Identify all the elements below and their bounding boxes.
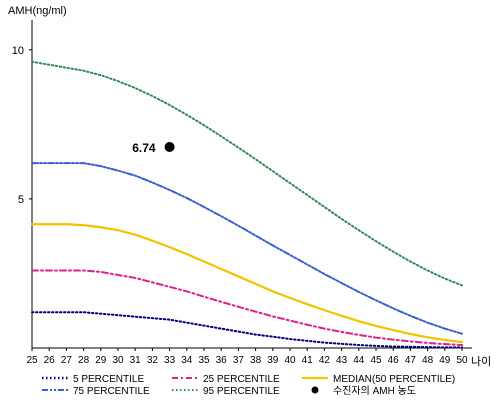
x-tick-label: 35 bbox=[198, 355, 210, 366]
x-tick-label: 31 bbox=[130, 355, 142, 366]
x-tick-label: 41 bbox=[302, 355, 314, 366]
series-line-4 bbox=[31, 60, 463, 287]
series-line-1 bbox=[31, 269, 463, 347]
x-tick-label: 38 bbox=[250, 355, 262, 366]
x-tick-label: 47 bbox=[405, 355, 417, 366]
series-line-2 bbox=[30, 223, 464, 344]
x-tick-label: 25 bbox=[26, 355, 38, 366]
x-tick-label: 32 bbox=[147, 355, 159, 366]
patient-amh-value-label: 6.74 bbox=[132, 141, 156, 155]
x-tick-label: 49 bbox=[439, 355, 451, 366]
x-tick-label: 44 bbox=[353, 355, 365, 366]
series-line-0 bbox=[31, 311, 463, 349]
x-tick-label: 48 bbox=[422, 355, 434, 366]
y-tick-label: 5 bbox=[18, 194, 24, 206]
series-lines bbox=[30, 60, 464, 349]
x-tick-label: 36 bbox=[216, 355, 228, 366]
x-axis-label: 나이 bbox=[471, 355, 491, 368]
x-tick-label: 50 bbox=[456, 355, 468, 366]
x-tick-label: 27 bbox=[61, 355, 73, 366]
x-tick-label: 37 bbox=[233, 355, 245, 366]
x-tick-label: 30 bbox=[112, 355, 124, 366]
y-tick-label: 10 bbox=[12, 45, 24, 57]
patient-amh-marker bbox=[164, 142, 175, 153]
y-axis-label: AMH(ng/ml) bbox=[8, 5, 67, 17]
x-tick-label: 42 bbox=[319, 355, 331, 366]
x-axis-ticks: 25 26 27 28 29 30 31 32 33 34 35 36 37 38 39 40 41 42 43 44… bbox=[26, 348, 468, 366]
marker-layer: 6.74 bbox=[132, 141, 175, 155]
x-tick-label: 40 bbox=[284, 355, 296, 366]
x-tick-label: 29 bbox=[95, 355, 107, 366]
x-tick-label: 33 bbox=[164, 355, 176, 366]
x-tick-label: 28 bbox=[78, 355, 90, 366]
x-tick-label: 26 bbox=[44, 355, 56, 366]
x-tick-label: 46 bbox=[388, 355, 400, 366]
x-tick-label: 45 bbox=[370, 355, 382, 366]
x-tick-label: 34 bbox=[181, 355, 193, 366]
x-tick-label: 43 bbox=[336, 355, 348, 366]
y-axis-ticks: 5 10 bbox=[12, 45, 32, 206]
x-tick-label: 39 bbox=[267, 355, 279, 366]
series-line-3 bbox=[31, 162, 463, 335]
